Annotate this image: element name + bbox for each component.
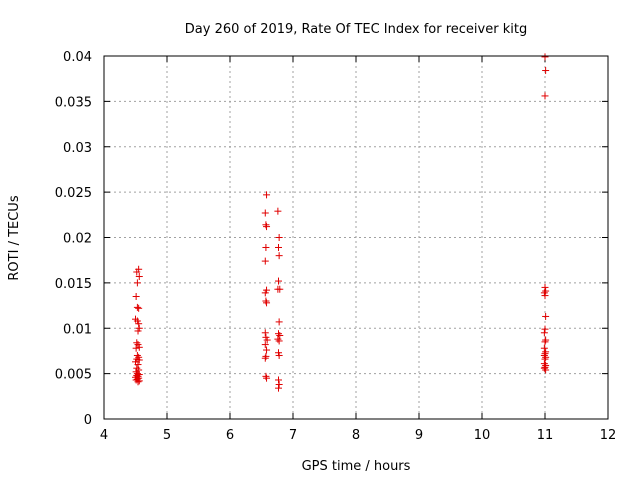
y-tick-label: 0.03 — [63, 141, 92, 156]
data-point — [132, 292, 140, 300]
data-point — [262, 352, 270, 360]
y-tick-label: 0.035 — [55, 95, 92, 110]
data-point — [276, 332, 284, 340]
data-point — [135, 356, 143, 364]
y-tick-label: 0.015 — [55, 277, 92, 292]
y-tick-label: 0.04 — [63, 50, 92, 65]
data-point — [540, 344, 548, 352]
data-point — [134, 327, 142, 335]
data-point — [275, 384, 283, 392]
x-tick-label: 7 — [289, 428, 297, 443]
data-point — [541, 338, 549, 346]
data-point — [135, 320, 143, 328]
data-point — [541, 92, 549, 100]
data-point — [133, 303, 141, 311]
data-point — [134, 378, 142, 386]
data-point — [541, 325, 549, 333]
data-point — [541, 53, 549, 61]
data-point — [274, 335, 282, 343]
data-point — [263, 191, 271, 199]
data-point — [276, 285, 284, 293]
data-point — [262, 297, 270, 305]
data-point — [133, 279, 141, 287]
data-point — [132, 344, 140, 352]
data-point — [541, 283, 549, 291]
x-tick-label: 6 — [226, 428, 234, 443]
data-point — [275, 337, 283, 345]
data-point — [263, 336, 271, 344]
data-point — [262, 243, 270, 251]
data-point — [261, 354, 269, 362]
y-tick-label: 0.01 — [63, 322, 92, 337]
data-point — [135, 377, 143, 385]
data-point — [263, 346, 271, 354]
data-point — [540, 351, 548, 359]
grid — [104, 56, 608, 419]
data-point — [542, 336, 550, 344]
data-point — [133, 339, 141, 347]
data-point — [542, 366, 550, 374]
data-point — [261, 257, 269, 265]
data-point — [261, 329, 269, 337]
data-point — [261, 209, 269, 217]
data-point — [262, 221, 270, 229]
data-point — [262, 372, 270, 380]
data-point — [261, 289, 269, 297]
data-point — [275, 252, 283, 260]
data-point — [275, 318, 283, 326]
data-point — [133, 364, 141, 372]
data-point — [261, 341, 269, 349]
x-tick-label: 12 — [600, 428, 617, 443]
data-point — [540, 364, 548, 372]
data-point — [275, 376, 283, 384]
data-point — [275, 381, 283, 389]
chart-title: Day 260 of 2019, Rate Of TEC Index for r… — [185, 22, 527, 37]
data-point — [542, 287, 550, 295]
data-point — [275, 351, 283, 359]
data-point — [132, 315, 139, 323]
axis-ticks: 4 5 6 7 8 9 10 11 12 0 0.005 0.01 0.015 0.02 0.025 0.03… — [55, 50, 616, 443]
x-axis-label: GPS time / hours — [302, 459, 411, 474]
x-tick-label: 9 — [415, 428, 423, 443]
x-tick-label: 4 — [100, 428, 108, 443]
data-point — [263, 223, 271, 231]
data-point — [133, 351, 141, 359]
x-tick-label: 5 — [163, 428, 171, 443]
data-point — [275, 277, 283, 285]
data-point — [274, 207, 282, 215]
data-point — [263, 374, 271, 382]
data-point — [275, 243, 283, 251]
y-tick-label: 0.005 — [55, 368, 92, 383]
data-point — [541, 355, 549, 363]
data-point — [135, 343, 143, 351]
y-axis-label: ROTI / TECUs — [7, 195, 22, 280]
y-tick-label: 0.02 — [63, 232, 92, 247]
x-tick-label: 8 — [352, 428, 360, 443]
x-tick-label: 10 — [474, 428, 491, 443]
data-point — [541, 292, 549, 300]
data-point — [542, 353, 550, 361]
data-point — [275, 330, 283, 338]
data-point — [540, 329, 548, 337]
y-tick-label: 0.025 — [55, 186, 92, 201]
data-point — [134, 361, 142, 369]
plot-frame — [103, 55, 609, 420]
data-point — [135, 265, 143, 273]
data-point — [135, 273, 143, 281]
data-point — [275, 234, 283, 241]
x-tick-label: 11 — [537, 428, 554, 443]
data-point — [263, 299, 271, 307]
data-point — [542, 312, 550, 320]
data-points — [132, 53, 550, 392]
data-point — [135, 304, 143, 312]
data-point — [542, 67, 550, 75]
y-tick-label: 0 — [84, 413, 92, 428]
